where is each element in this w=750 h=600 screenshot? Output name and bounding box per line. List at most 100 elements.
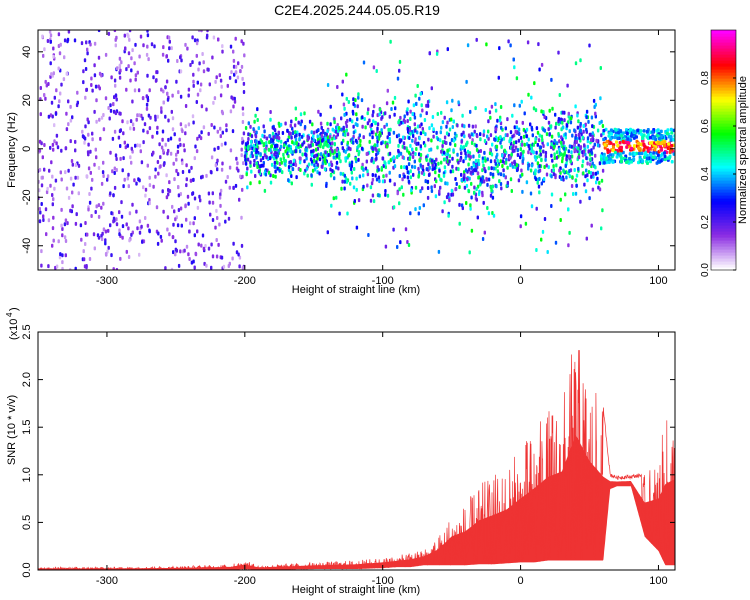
colorbar-swatch	[711, 186, 736, 190]
spectrogram-cell	[451, 192, 455, 197]
spectrogram-cell	[325, 184, 328, 188]
spectrogram-cell	[234, 183, 238, 188]
spectrogram-cell	[304, 147, 308, 152]
spectrogram-cell	[352, 130, 356, 135]
spectrogram-cell	[218, 73, 221, 78]
spectrogram-cell	[466, 177, 469, 182]
spectrogram-cell	[380, 166, 384, 170]
spectrogram-cell	[672, 138, 675, 142]
spectrogram-cell	[168, 46, 171, 51]
spectrogram-cell	[312, 138, 316, 143]
spectrogram-cell	[466, 43, 470, 48]
spectrogram-cell	[411, 138, 414, 143]
spectrogram-cell	[298, 136, 301, 141]
colorbar-swatch	[711, 84, 736, 88]
spectrogram-cell	[316, 170, 319, 175]
spectrogram-cell	[513, 65, 516, 70]
spectrogram-cell	[92, 232, 96, 237]
spectrogram-cell	[155, 78, 158, 83]
spectrogram-cell	[609, 153, 612, 157]
spectrogram-cell	[656, 153, 660, 158]
spectrogram-cell	[155, 205, 159, 210]
spectrogram-cell	[544, 154, 547, 159]
spectrogram-cell	[619, 159, 623, 164]
spectrogram-cell	[63, 55, 66, 60]
spectrogram-cell	[136, 113, 139, 118]
spectrogram-cell	[475, 197, 478, 202]
spectrogram-cell	[243, 53, 246, 58]
spectrogram-cell	[521, 159, 524, 164]
spectrogram-cell	[516, 166, 519, 171]
spectrogram-cell	[365, 159, 368, 164]
spectrogram-cell	[69, 208, 72, 213]
spectrogram-cell	[517, 138, 521, 143]
spectrogram-cell	[398, 201, 401, 206]
spectrogram-cell	[586, 144, 589, 149]
spectrogram-cell	[411, 147, 414, 152]
spectrogram-cell	[542, 177, 546, 181]
spectrogram-cell	[129, 119, 133, 124]
spectrogram-cell	[146, 73, 149, 78]
spectrogram-cell	[61, 227, 64, 231]
spectrogram-cell	[299, 168, 302, 172]
spectrogram-cell	[114, 153, 118, 158]
spectrogram-cell	[567, 207, 570, 212]
spectrogram-cell	[420, 103, 423, 108]
spectrogram-cell	[598, 180, 601, 185]
spectrogram-cell	[570, 150, 573, 155]
spectrogram-cell	[286, 138, 289, 143]
spectrogram-cell	[521, 189, 524, 194]
spectrogram-cell	[164, 266, 167, 270]
spectrogram-cell	[49, 61, 52, 66]
spectrogram-cell	[221, 49, 224, 54]
spectrogram-cell	[562, 153, 565, 158]
spectrogram-cell	[494, 127, 498, 132]
spectrogram-cell	[345, 111, 348, 116]
spectrogram-cell	[173, 209, 176, 214]
spectrogram-cell	[627, 141, 631, 145]
spectrogram-cell	[600, 119, 603, 124]
spectrogram-cell	[347, 153, 351, 158]
spectrogram-cell	[111, 136, 115, 141]
spectrogram-cell	[403, 165, 406, 170]
spectrogram-cell	[310, 149, 313, 154]
spectrogram-cell	[427, 162, 430, 167]
spectrogram-cell	[225, 128, 228, 133]
spectrogram-cell	[551, 106, 554, 111]
spectrogram-cell	[106, 174, 110, 179]
spectrogram-cell	[542, 110, 545, 114]
spectrogram-cell	[589, 157, 592, 162]
spectrogram-cell	[426, 100, 430, 104]
spectrogram-cell	[57, 239, 60, 244]
spectrogram-cell	[488, 151, 492, 156]
snr-y-scale: (x10 4 )	[5, 307, 20, 340]
spectrogram-cell	[656, 159, 660, 164]
spectrogram-cell	[306, 137, 310, 142]
spectrogram-cell	[669, 138, 673, 142]
spectrogram-cell	[506, 133, 509, 138]
spectrogram-cell	[145, 106, 149, 111]
spectrogram-cell	[446, 148, 449, 153]
spectrogram-cell	[188, 257, 191, 261]
spectrogram-cell	[391, 100, 395, 105]
spectrogram-cell	[555, 121, 558, 126]
spectrogram-cell	[292, 158, 296, 163]
spectrogram-cell	[317, 140, 320, 145]
spectrogram-cell	[294, 137, 298, 142]
spectrogram-cell	[567, 111, 570, 116]
spectrogram-cell	[414, 207, 417, 212]
colorbar-swatch	[711, 81, 736, 85]
spectrogram-cell	[247, 137, 250, 141]
spectrogram-cell	[510, 189, 513, 193]
spectrogram-cell	[470, 181, 473, 186]
spectrogram-cell	[138, 219, 142, 224]
spectrogram-cell	[353, 167, 356, 171]
spectrogram-cell	[463, 185, 467, 190]
spectrogram-cell	[104, 252, 108, 256]
spectrogram-cell	[46, 186, 49, 191]
spectrogram-cell	[192, 72, 195, 77]
spectrogram-cell	[607, 160, 611, 164]
spectrogram-cell	[60, 177, 63, 182]
spectrogram-cell	[86, 47, 89, 52]
spectrogram-cell	[450, 117, 453, 122]
